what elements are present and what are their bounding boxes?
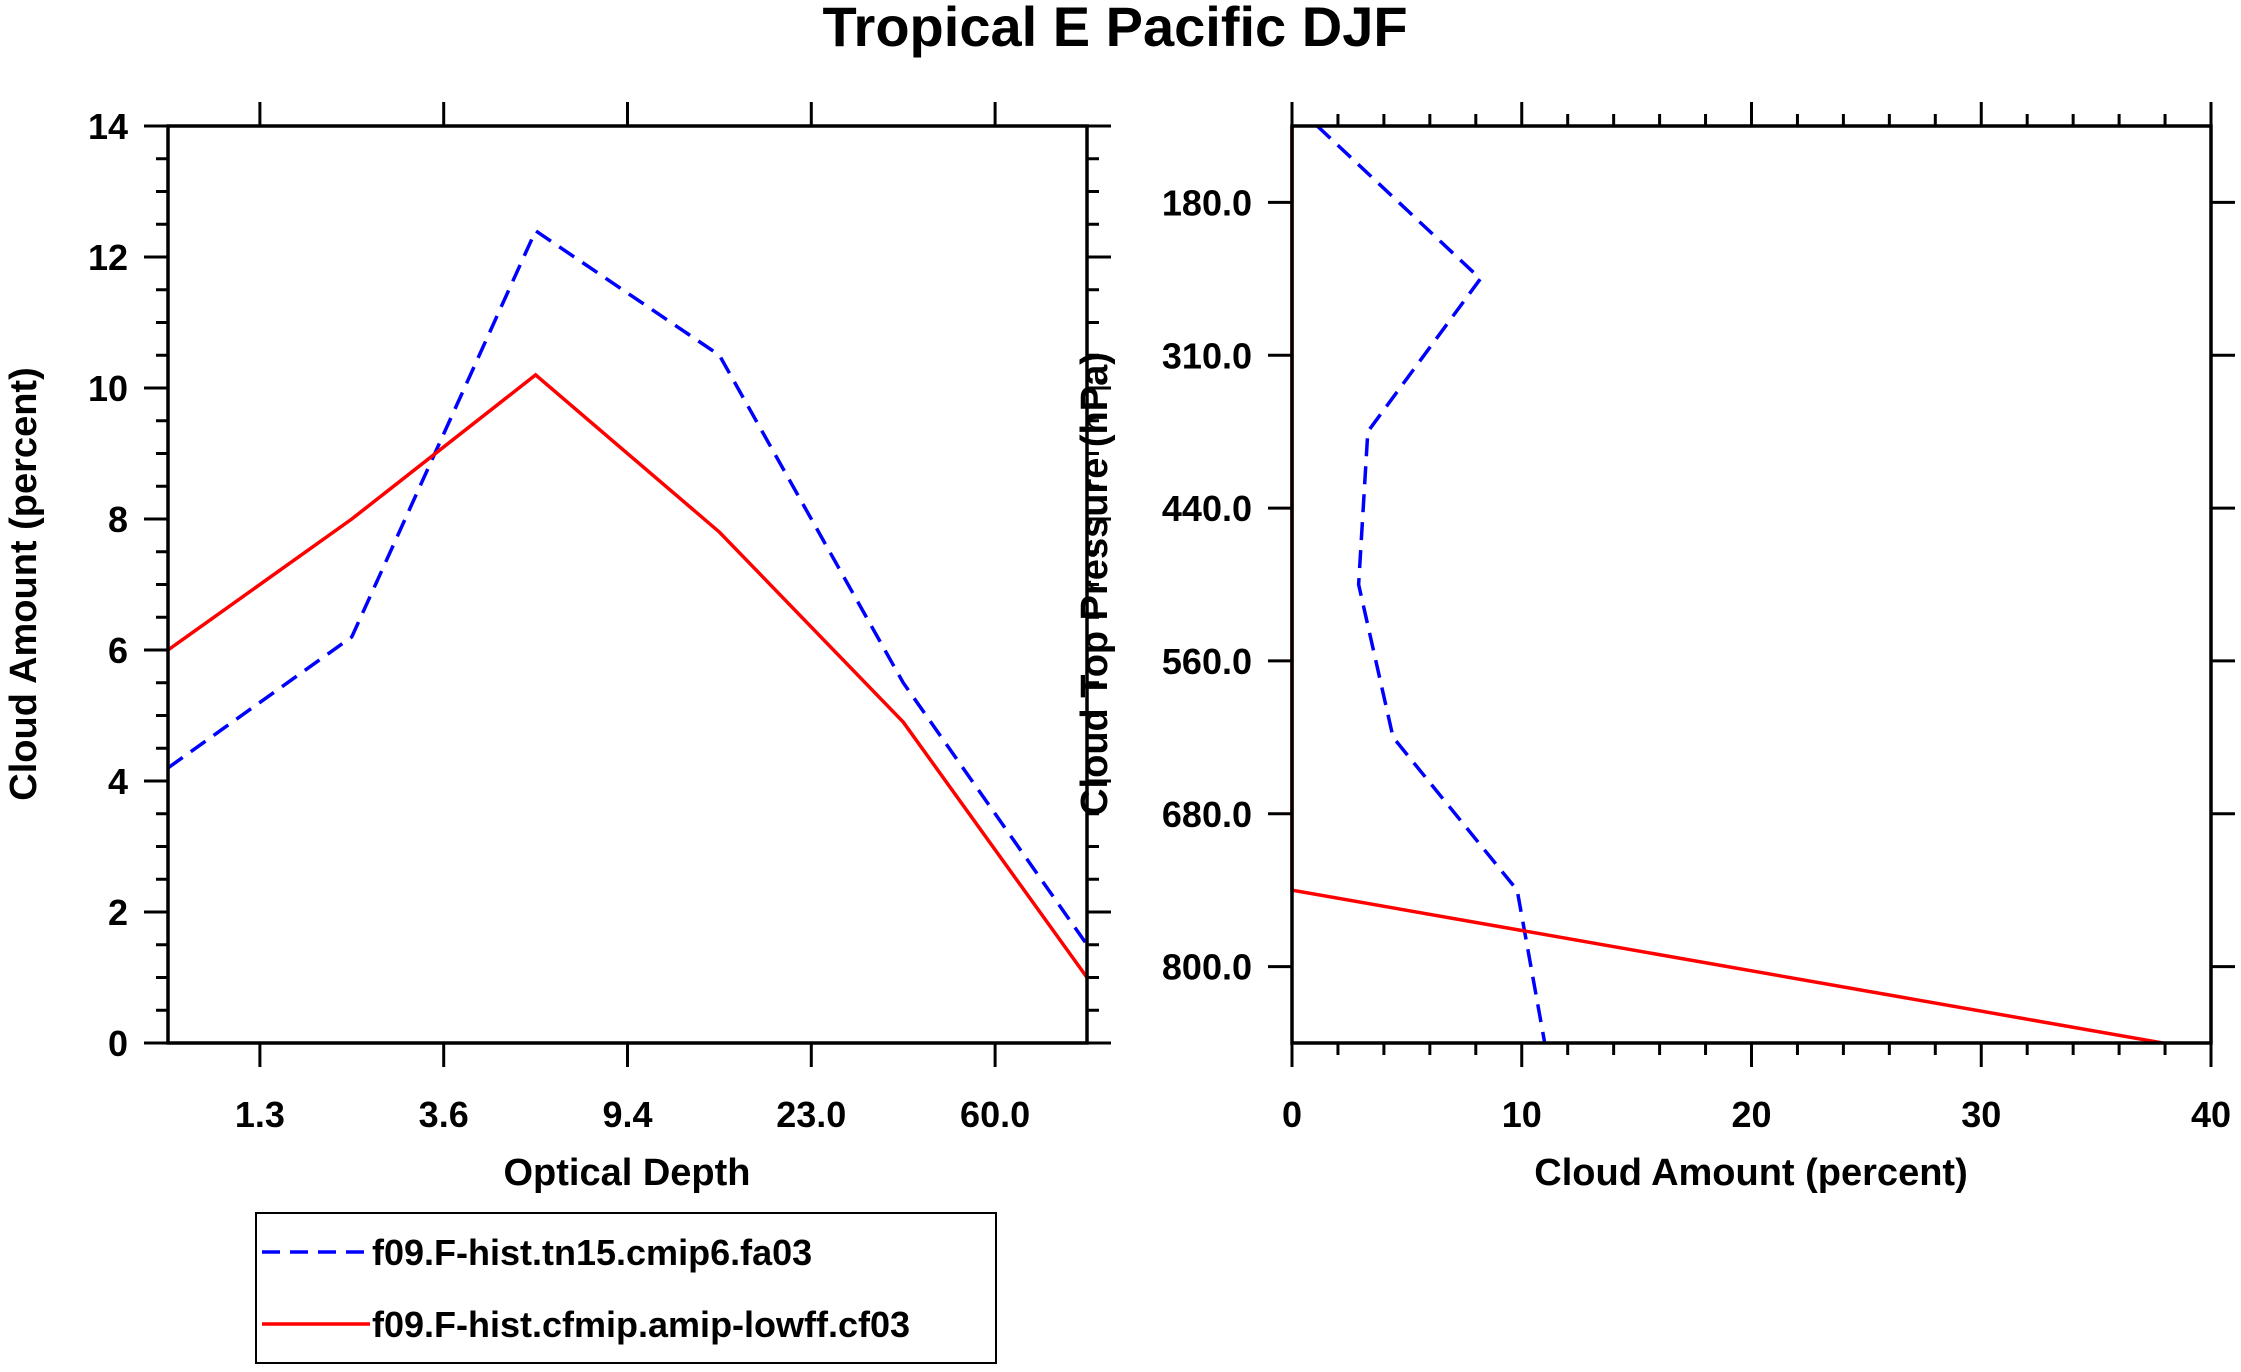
cloud-top-pressure-panel: 0 10 20 30 40180.0310.0440.0560.0680.0800.0 … [1074, 102, 2235, 1194]
right-series-fa03-line [1316, 124, 1547, 1044]
right-series-cf03-line [1290, 126, 2164, 1045]
left-y-tick-label: 2 [108, 892, 128, 933]
left-y-tick-label: 4 [108, 761, 128, 802]
legend-label: f09.F-hist.tn15.cmip6.fa03 [372, 1232, 812, 1273]
left-y-tick-label: 10 [88, 368, 128, 409]
legend: f09.F-hist.tn15.cmip6.fa03 f09.F-hist.cf… [255, 1212, 997, 1364]
right-axis-ticks: 0 10 20 30 40 180.0 310.0 440.0 560.0 680.0 800.0 [1162, 102, 2235, 1135]
left-series-fa03-line [166, 228, 1089, 946]
right-y-tick-label: 440.0 [1162, 488, 1252, 529]
left-series-cf03-line [166, 372, 1089, 979]
right-y-tick-label: 800.0 [1162, 947, 1252, 988]
legend-label: f09.F-hist.cfmip.amip-lowff.cf03 [372, 1304, 910, 1345]
left-x-tick-label: 9.4 [602, 1094, 652, 1135]
left-y-tick-label: 14 [88, 106, 128, 147]
left-y-tick-label: 6 [108, 630, 128, 671]
right-x-tick-label: 0 [1282, 1094, 1302, 1135]
legend-box [255, 1212, 997, 1364]
right-y-axis-label: Cloud Top Pressure (hPa) [1074, 352, 1116, 816]
left-x-axis-label: Optical Depth [503, 1152, 750, 1194]
left-x-tick-label: 23.0 [776, 1094, 846, 1135]
right-x-axis-label: Cloud Amount (percent) [1534, 1152, 1967, 1194]
optical-depth-panel: 0 2 4 6 8 10 12 14 1.3 3.6 9.4 23.0 60.0 Optical Dep… [3, 102, 1111, 1194]
right-x-tick-label: 20 [1731, 1094, 1771, 1135]
right-x-tick-label: 10 [1502, 1094, 1542, 1135]
right-y-tick-label: 310.0 [1162, 335, 1252, 376]
left-x-tick-label: 3.6 [419, 1094, 469, 1135]
left-axis-ticks: 0 2 4 6 8 10 12 14 1.3 3.6 9.4 23.0 60.0 [88, 102, 1111, 1135]
left-y-axis-label: Cloud Amount (percent) [3, 367, 45, 800]
left-y-tick-label: 12 [88, 237, 128, 278]
right-y-tick-label: 680.0 [1162, 794, 1252, 835]
left-plot-frame [166, 124, 1089, 1045]
right-x-tick-label: 30 [1961, 1094, 2001, 1135]
left-y-tick-label: 0 [108, 1023, 128, 1064]
right-y-tick-label: 560.0 [1162, 641, 1252, 682]
right-x-tick-label: 40 [2191, 1094, 2231, 1135]
right-series-group [1290, 124, 2164, 1045]
left-x-tick-label: 1.3 [235, 1094, 285, 1135]
left-y-tick-label: 8 [108, 499, 128, 540]
left-series-group [166, 228, 1089, 979]
right-plot-frame [1290, 124, 2213, 1045]
left-x-tick-label: 60.0 [960, 1094, 1030, 1135]
figure-title: Tropical E Pacific DJF [822, 0, 1407, 58]
right-y-tick-label: 180.0 [1162, 182, 1252, 223]
